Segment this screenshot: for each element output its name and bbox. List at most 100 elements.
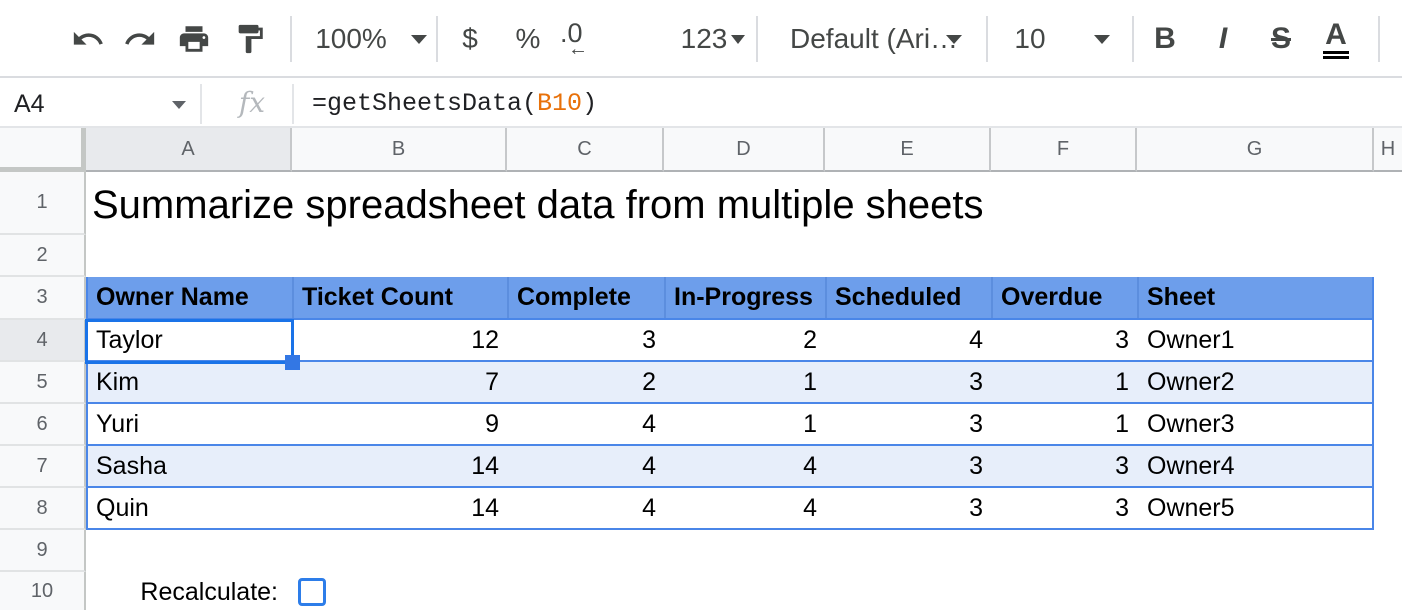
italic-button[interactable]: I bbox=[1204, 0, 1242, 78]
table-header-owner-name[interactable]: Owner Name bbox=[88, 277, 294, 318]
table-header-overdue[interactable]: Overdue bbox=[993, 277, 1139, 318]
cell-B7[interactable]: 14 bbox=[471, 452, 499, 480]
cell-G7[interactable]: Owner4 bbox=[1147, 452, 1235, 480]
font-family-value: Default (Ari… bbox=[790, 23, 959, 54]
column-header-H[interactable]: H bbox=[1374, 128, 1402, 172]
cell-B5[interactable]: 7 bbox=[485, 368, 499, 396]
font-family-caret[interactable] bbox=[944, 0, 964, 78]
cell-F8[interactable]: 3 bbox=[1115, 494, 1129, 522]
row-header-6[interactable]: 6 bbox=[0, 404, 86, 446]
toolbar-divider bbox=[756, 16, 758, 62]
formula-bar-divider bbox=[200, 84, 202, 124]
cell-D7[interactable]: 4 bbox=[803, 452, 817, 480]
column-header-D[interactable]: D bbox=[664, 128, 825, 172]
column-header-A[interactable]: A bbox=[86, 128, 292, 172]
bold-button[interactable]: B bbox=[1146, 0, 1184, 78]
table-header-in-progress[interactable]: In-Progress bbox=[666, 277, 827, 318]
formula-suffix: ) bbox=[582, 89, 598, 118]
column-header-F[interactable]: F bbox=[991, 128, 1137, 172]
undo-icon bbox=[71, 22, 105, 56]
sheet-title-cell[interactable]: Summarize spreadsheet data from multiple… bbox=[92, 183, 984, 227]
cell-F7[interactable]: 3 bbox=[1115, 452, 1129, 480]
cell-G8[interactable]: Owner5 bbox=[1147, 494, 1235, 522]
cell-A7[interactable]: Sasha bbox=[96, 452, 167, 480]
table-row: Taylor 12 3 2 4 3 Owner1 bbox=[86, 320, 1374, 362]
column-header-G[interactable]: G bbox=[1137, 128, 1374, 172]
font-family-select[interactable]: Default (Ari… bbox=[780, 0, 970, 78]
fill-handle[interactable] bbox=[285, 355, 300, 370]
cell-B4[interactable]: 12 bbox=[471, 326, 499, 354]
zoom-select[interactable]: 100% bbox=[306, 0, 436, 78]
select-all-corner[interactable] bbox=[0, 128, 86, 172]
cell-F6[interactable]: 1 bbox=[1115, 410, 1129, 438]
name-box[interactable]: A4 bbox=[0, 80, 200, 128]
cell-D8[interactable]: 4 bbox=[803, 494, 817, 522]
format-currency-button[interactable]: $ bbox=[452, 0, 488, 78]
cell-D5[interactable]: 1 bbox=[803, 368, 817, 396]
row-header-10[interactable]: 10 bbox=[0, 572, 86, 610]
font-size-caret[interactable] bbox=[1092, 0, 1112, 78]
more-formats-icon: 123 bbox=[680, 23, 728, 54]
row-header-1[interactable]: 1 bbox=[0, 172, 86, 235]
fx-icon[interactable]: fx bbox=[238, 86, 266, 119]
strikethrough-button[interactable]: S bbox=[1262, 0, 1300, 78]
row-header-3[interactable]: 3 bbox=[0, 277, 86, 320]
row-header-2[interactable]: 2 bbox=[0, 235, 86, 277]
cell-G5[interactable]: Owner2 bbox=[1147, 368, 1235, 396]
row-header-9[interactable]: 9 bbox=[0, 530, 86, 572]
cell-G4[interactable]: Owner1 bbox=[1147, 326, 1235, 354]
print-button[interactable] bbox=[172, 0, 216, 78]
font-size-select[interactable]: 10 bbox=[1000, 0, 1060, 78]
formula-bar-divider bbox=[292, 84, 294, 124]
text-color-button[interactable]: A bbox=[1316, 0, 1356, 78]
redo-button[interactable] bbox=[118, 0, 162, 78]
cell-F5[interactable]: 1 bbox=[1115, 368, 1129, 396]
cell-C7[interactable]: 4 bbox=[642, 452, 656, 480]
cell-D4[interactable]: 2 bbox=[803, 326, 817, 354]
row-header-5[interactable]: 5 bbox=[0, 362, 86, 404]
cell-A8[interactable]: Quin bbox=[96, 494, 149, 522]
table-header-scheduled[interactable]: Scheduled bbox=[827, 277, 993, 318]
table-header-row: Owner Name Ticket Count Complete In-Prog… bbox=[86, 277, 1374, 320]
cell-A5[interactable]: Kim bbox=[96, 368, 140, 396]
cell-C5[interactable]: 2 bbox=[642, 368, 656, 396]
column-header-B[interactable]: B bbox=[292, 128, 507, 172]
row-header-7[interactable]: 7 bbox=[0, 446, 86, 488]
toolbar-divider bbox=[986, 16, 988, 62]
recalculate-checkbox[interactable] bbox=[298, 578, 326, 606]
cell-D6[interactable]: 1 bbox=[803, 410, 817, 438]
more-formats-button[interactable]: 123 bbox=[678, 0, 748, 78]
formula-input[interactable]: =getSheetsData(B10) bbox=[312, 80, 597, 128]
cell-B6[interactable]: 9 bbox=[485, 410, 499, 438]
row-header-4[interactable]: 4 bbox=[0, 320, 86, 362]
paint-format-button[interactable] bbox=[228, 0, 272, 78]
cell-C6[interactable]: 4 bbox=[642, 410, 656, 438]
cell-G6[interactable]: Owner3 bbox=[1147, 410, 1235, 438]
toolbar-divider bbox=[1378, 16, 1380, 62]
italic-icon: I bbox=[1218, 22, 1228, 55]
text-color-icon: A bbox=[1323, 19, 1349, 59]
table-header-sheet[interactable]: Sheet bbox=[1139, 277, 1374, 318]
undo-button[interactable] bbox=[66, 0, 110, 78]
cell-E8[interactable]: 3 bbox=[969, 494, 983, 522]
cell-C4[interactable]: 3 bbox=[642, 326, 656, 354]
cell-E6[interactable]: 3 bbox=[969, 410, 983, 438]
format-percent-button[interactable]: % bbox=[508, 0, 548, 78]
cell-E4[interactable]: 4 bbox=[969, 326, 983, 354]
table-header-complete[interactable]: Complete bbox=[509, 277, 666, 318]
cell-C8[interactable]: 4 bbox=[642, 494, 656, 522]
cell-B8[interactable]: 14 bbox=[471, 494, 499, 522]
recalculate-label-cell[interactable]: Recalculate: bbox=[140, 578, 278, 606]
decrease-decimal-button[interactable]: .0 ← bbox=[556, 0, 610, 78]
row-header-8[interactable]: 8 bbox=[0, 488, 86, 530]
cell-A6[interactable]: Yuri bbox=[96, 410, 140, 438]
column-header-C[interactable]: C bbox=[507, 128, 664, 172]
cell-E5[interactable]: 3 bbox=[969, 368, 983, 396]
cell-E7[interactable]: 3 bbox=[969, 452, 983, 480]
cell-F4[interactable]: 3 bbox=[1115, 326, 1129, 354]
currency-icon: $ bbox=[462, 23, 478, 54]
table-header-ticket-count[interactable]: Ticket Count bbox=[294, 277, 509, 318]
cell-A4[interactable]: Taylor bbox=[96, 326, 163, 354]
column-header-E[interactable]: E bbox=[825, 128, 991, 172]
